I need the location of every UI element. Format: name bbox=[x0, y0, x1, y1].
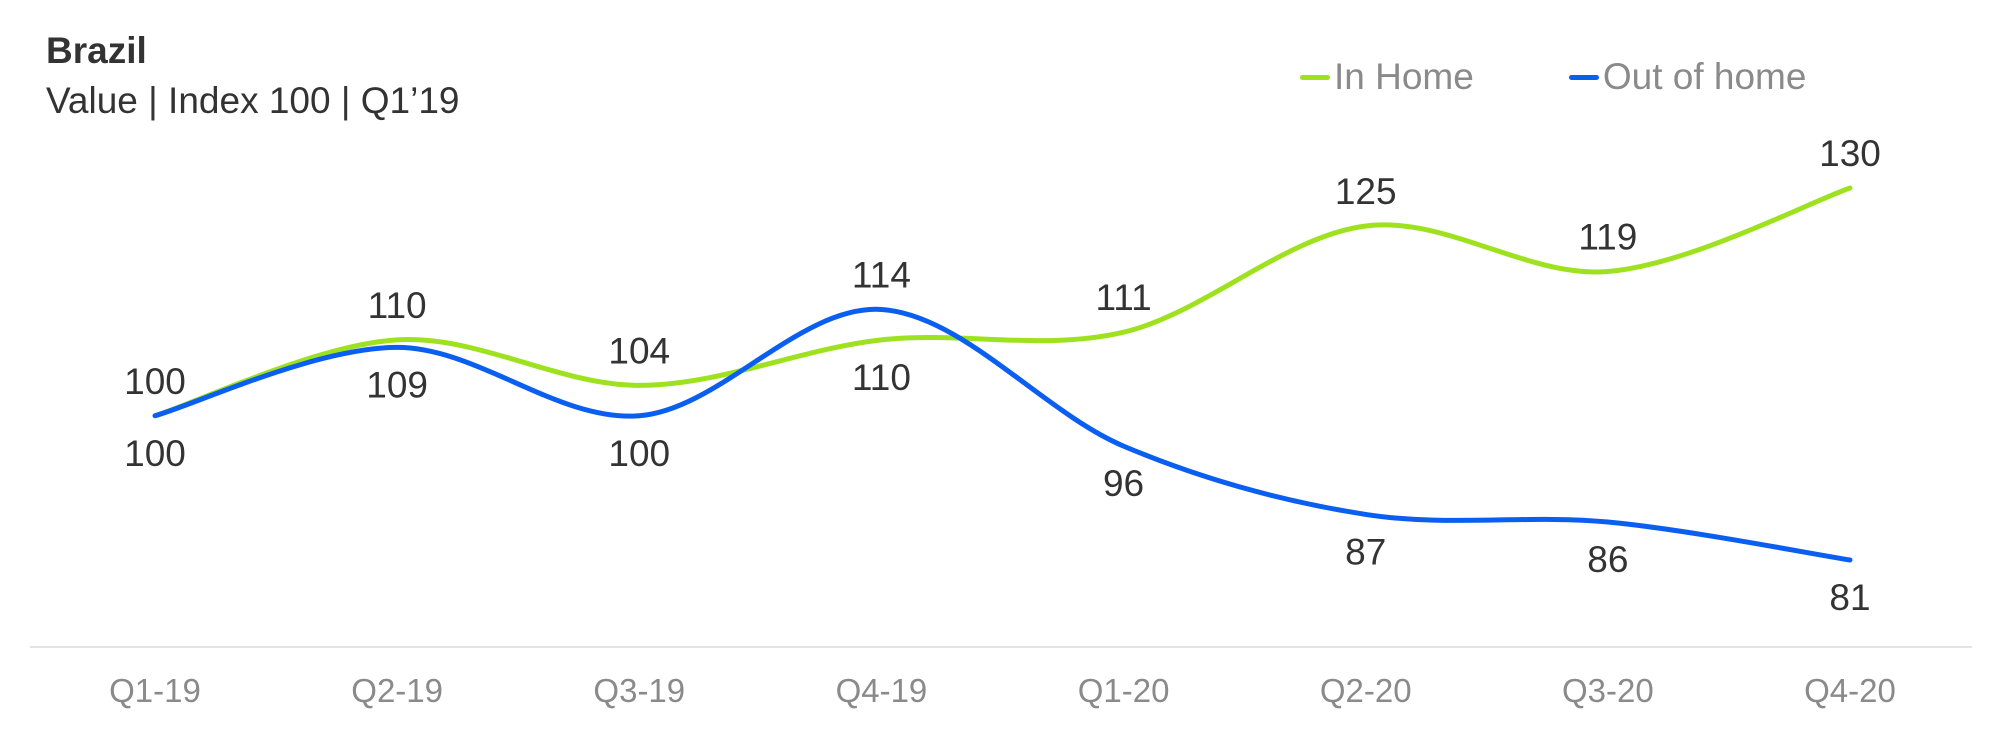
x-axis-ticks: Q1-19 Q2-19 Q3-19 Q4-19 Q1-20 Q2-20 Q3-20 Q4-20 bbox=[109, 672, 1896, 709]
data-label-in-home: 110 bbox=[368, 285, 427, 326]
data-label-out-of-home: 96 bbox=[1103, 463, 1144, 504]
legend-swatch-out-of-home bbox=[1568, 74, 1599, 80]
x-tick-label: Q1-20 bbox=[1078, 672, 1170, 709]
x-tick-label: Q2-19 bbox=[351, 672, 443, 709]
x-tick-label: Q2-20 bbox=[1320, 672, 1412, 709]
chart-title: Brazil bbox=[46, 30, 147, 71]
x-tick-label: Q4-20 bbox=[1804, 672, 1896, 709]
x-tick-label: Q4-19 bbox=[836, 672, 928, 709]
data-label-in-home: 100 bbox=[124, 361, 186, 402]
series-line-in-home bbox=[152, 185, 1853, 419]
legend-item-in-home: In Home bbox=[1300, 56, 1474, 98]
series-line-out-of-home bbox=[152, 306, 1853, 563]
legend-label-out-of-home: Out of home bbox=[1602, 56, 1807, 97]
data-label-in-home: 130 bbox=[1819, 133, 1881, 174]
data-label-in-home: 125 bbox=[1335, 171, 1397, 212]
x-tick-label: Q1-19 bbox=[109, 672, 201, 709]
data-label-out-of-home: 87 bbox=[1345, 531, 1386, 572]
data-label-out-of-home: 114 bbox=[852, 254, 911, 295]
data-label-in-home: 104 bbox=[608, 330, 670, 371]
series-lines bbox=[152, 185, 1853, 563]
data-label-in-home: 110 bbox=[852, 357, 911, 398]
data-label-out-of-home: 81 bbox=[1829, 577, 1870, 618]
data-label-in-home: 111 bbox=[1095, 277, 1151, 318]
legend-item-out-of-home: Out of home bbox=[1568, 56, 1807, 98]
data-label-out-of-home: 100 bbox=[124, 433, 186, 474]
data-label-in-home: 119 bbox=[1578, 217, 1637, 258]
legend-label-in-home: In Home bbox=[1334, 56, 1474, 97]
data-labels: 100 110 104 110 111 125 119 130 100 109 100 114 96 87… bbox=[124, 133, 1881, 618]
x-tick-label: Q3-20 bbox=[1562, 672, 1654, 709]
data-label-out-of-home: 100 bbox=[608, 433, 670, 474]
data-label-out-of-home: 86 bbox=[1587, 539, 1628, 580]
legend-swatch-in-home bbox=[1300, 74, 1330, 80]
chart-subtitle: Value | Index 100 | Q1’19 bbox=[46, 80, 460, 121]
x-tick-label: Q3-19 bbox=[593, 672, 685, 709]
data-label-out-of-home: 109 bbox=[366, 364, 428, 405]
legend: In Home Out of home bbox=[1300, 56, 1806, 98]
